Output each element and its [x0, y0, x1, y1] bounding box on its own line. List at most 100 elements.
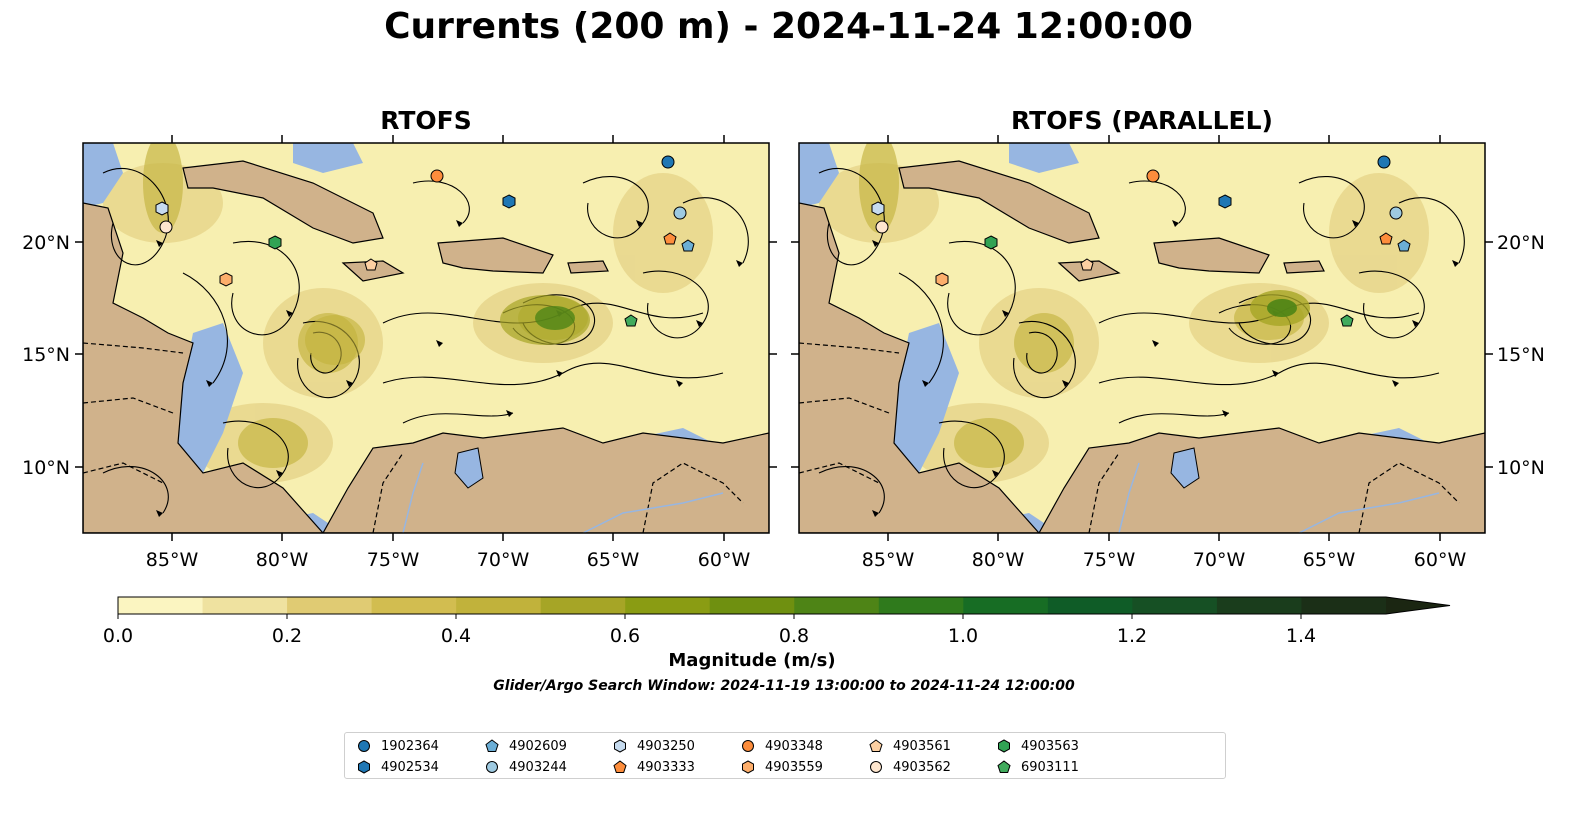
- colorbar-segment: [709, 597, 795, 614]
- lat-label: 10°N: [22, 457, 70, 479]
- float-6903111-marker: [1340, 314, 1354, 327]
- colorbar-segment: [1216, 597, 1302, 614]
- float-4903250-marker: [871, 201, 885, 216]
- colorbar-segment: [878, 597, 964, 614]
- float-4902609-marker: [681, 239, 695, 252]
- legend-label: 4903563: [1021, 738, 1079, 754]
- lon-label: 75°W: [1083, 549, 1136, 571]
- circle-marker-icon: [742, 740, 754, 752]
- colorbar: [117, 596, 1451, 619]
- colorbar-extend-arrow: [1386, 597, 1450, 614]
- lon-label: 80°W: [972, 549, 1025, 571]
- float-4903348-marker: [1146, 169, 1160, 183]
- circle-marker-icon: [486, 761, 498, 773]
- colorbar-tick-label: 0.6: [610, 625, 640, 647]
- float-4903348-marker: [430, 169, 444, 183]
- colorbar-segment: [963, 597, 1049, 614]
- colorbar-segment: [794, 597, 880, 614]
- float-4903563-marker: [268, 235, 282, 250]
- map-rtofs: [83, 143, 769, 533]
- search-window-text: Glider/Argo Search Window: 2024-11-19 13…: [493, 678, 1075, 694]
- legend-item: 4903244: [485, 757, 567, 777]
- legend-label: 6903111: [1021, 759, 1079, 775]
- colorbar-segment: [625, 597, 711, 614]
- colorbar-segment: [540, 597, 626, 614]
- panel-title-rtofs: RTOFS: [380, 106, 472, 135]
- legend-item: 4902534: [357, 757, 439, 777]
- circle-marker-icon: [870, 761, 882, 773]
- colorbar-segment: [118, 597, 204, 614]
- map-rtofs-frame: [82, 142, 770, 534]
- float-4903563-marker: [984, 235, 998, 250]
- float-4903333-marker: [663, 232, 677, 245]
- legend-label: 4903244: [509, 759, 567, 775]
- float-4903561-marker: [364, 258, 378, 271]
- colorbar-label: Magnitude (m/s): [668, 650, 836, 671]
- lon-label: 75°W: [367, 549, 420, 571]
- legend-item: 4902609: [485, 736, 567, 756]
- legend-label: 4902609: [509, 738, 567, 754]
- lon-label: 85°W: [146, 549, 199, 571]
- colorbar-segment: [371, 597, 457, 614]
- pentagon-marker-icon: [613, 760, 627, 773]
- legend: 1902364 4902534 4902609 4903244 4903250 49033…: [344, 732, 1226, 779]
- lat-label: 20°N: [22, 232, 70, 254]
- colorbar-tick-label: 1.0: [948, 625, 978, 647]
- legend-item: 4903563: [997, 736, 1079, 756]
- legend-label: 1902364: [381, 738, 439, 754]
- hexagon-marker-icon: [614, 739, 626, 753]
- legend-item: 4903250: [613, 736, 695, 756]
- colorbar-segment: [1301, 597, 1387, 614]
- lat-label: 15°N: [22, 344, 70, 366]
- float-1902364-marker: [1377, 155, 1391, 169]
- colorbar-ticks: 0.0 0.2 0.4 0.6 0.8 1.0 1.2 1.4: [103, 625, 1316, 647]
- legend-item: 1902364: [357, 736, 439, 756]
- float-4903559-marker: [935, 272, 949, 287]
- float-4903562-marker: [159, 220, 173, 234]
- legend-label: 4903562: [893, 759, 951, 775]
- float-4902534-marker: [502, 194, 516, 209]
- legend-item: 4903333: [613, 757, 695, 777]
- legend-item: 4903561: [869, 736, 951, 756]
- lon-label: 60°W: [698, 549, 751, 571]
- legend-label: 4903561: [893, 738, 951, 754]
- colorbar-segment: [1132, 597, 1218, 614]
- pentagon-marker-icon: [485, 739, 499, 752]
- axis-ticks: [75, 135, 1493, 541]
- legend-label: 4903250: [637, 738, 695, 754]
- legend-item: 6903111: [997, 757, 1079, 777]
- colorbar-segment: [287, 597, 373, 614]
- legend-item: 4903559: [741, 757, 823, 777]
- lon-label: 60°W: [1414, 549, 1467, 571]
- hexagon-marker-icon: [742, 760, 754, 774]
- colorbar-tick-label: 0.8: [779, 625, 809, 647]
- lon-label: 85°W: [862, 549, 915, 571]
- lat-label: 20°N: [1497, 232, 1545, 254]
- panel-title-rtofs-parallel: RTOFS (PARALLEL): [1011, 106, 1273, 135]
- float-4903250-marker: [155, 201, 169, 216]
- colorbar-segment: [456, 597, 542, 614]
- colorbar-tick-label: 0.4: [441, 625, 471, 647]
- float-4902609-marker: [1397, 239, 1411, 252]
- lat-label: 15°N: [1497, 344, 1545, 366]
- lon-label: 70°W: [1193, 549, 1246, 571]
- colorbar-segment: [1047, 597, 1133, 614]
- map-rtofs-parallel-frame: [798, 142, 1486, 534]
- colorbar-tick-label: 1.2: [1117, 625, 1147, 647]
- lon-label: 65°W: [1303, 549, 1356, 571]
- lon-label: 70°W: [477, 549, 530, 571]
- lat-label: 10°N: [1497, 457, 1545, 479]
- float-4903244-marker: [673, 206, 687, 220]
- float-1902364-marker: [661, 155, 675, 169]
- float-4903561-marker: [1080, 258, 1094, 271]
- hexagon-marker-icon: [358, 760, 370, 774]
- legend-label: 4902534: [381, 759, 439, 775]
- float-markers-right: [871, 155, 1411, 327]
- pentagon-marker-icon: [997, 760, 1011, 773]
- legend-label: 4903333: [637, 759, 695, 775]
- map-rtofs-parallel: [799, 143, 1485, 533]
- float-6903111-marker: [624, 314, 638, 327]
- float-4903559-marker: [219, 272, 233, 287]
- pentagon-marker-icon: [869, 739, 883, 752]
